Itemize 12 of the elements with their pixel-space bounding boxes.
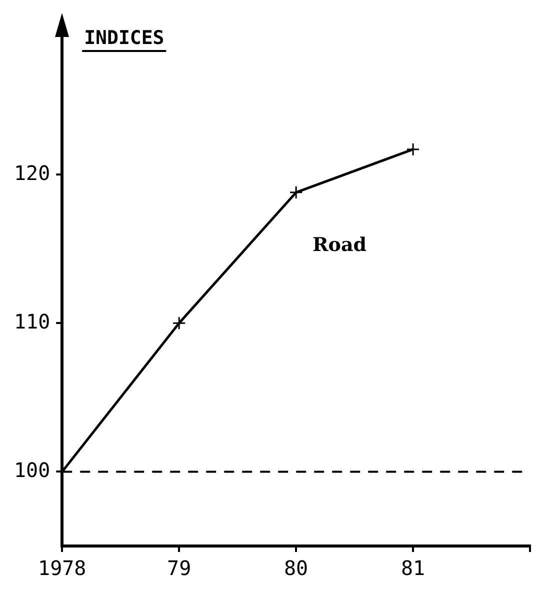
y-tick-label: 120 bbox=[14, 160, 50, 185]
x-tick-label: 80 bbox=[284, 556, 308, 580]
y-axis-title: INDICES bbox=[84, 27, 164, 49]
y-tick-label: 110 bbox=[14, 309, 50, 334]
point bbox=[406, 142, 420, 156]
x-tick-label: 79 bbox=[167, 556, 192, 580]
x-tick-label: 81 bbox=[400, 556, 426, 580]
point bbox=[172, 316, 186, 330]
text: Road bbox=[312, 234, 367, 256]
y-tick-label: 100 bbox=[14, 458, 50, 482]
point bbox=[289, 186, 303, 200]
x-tick-label: 1978 bbox=[38, 556, 86, 580]
